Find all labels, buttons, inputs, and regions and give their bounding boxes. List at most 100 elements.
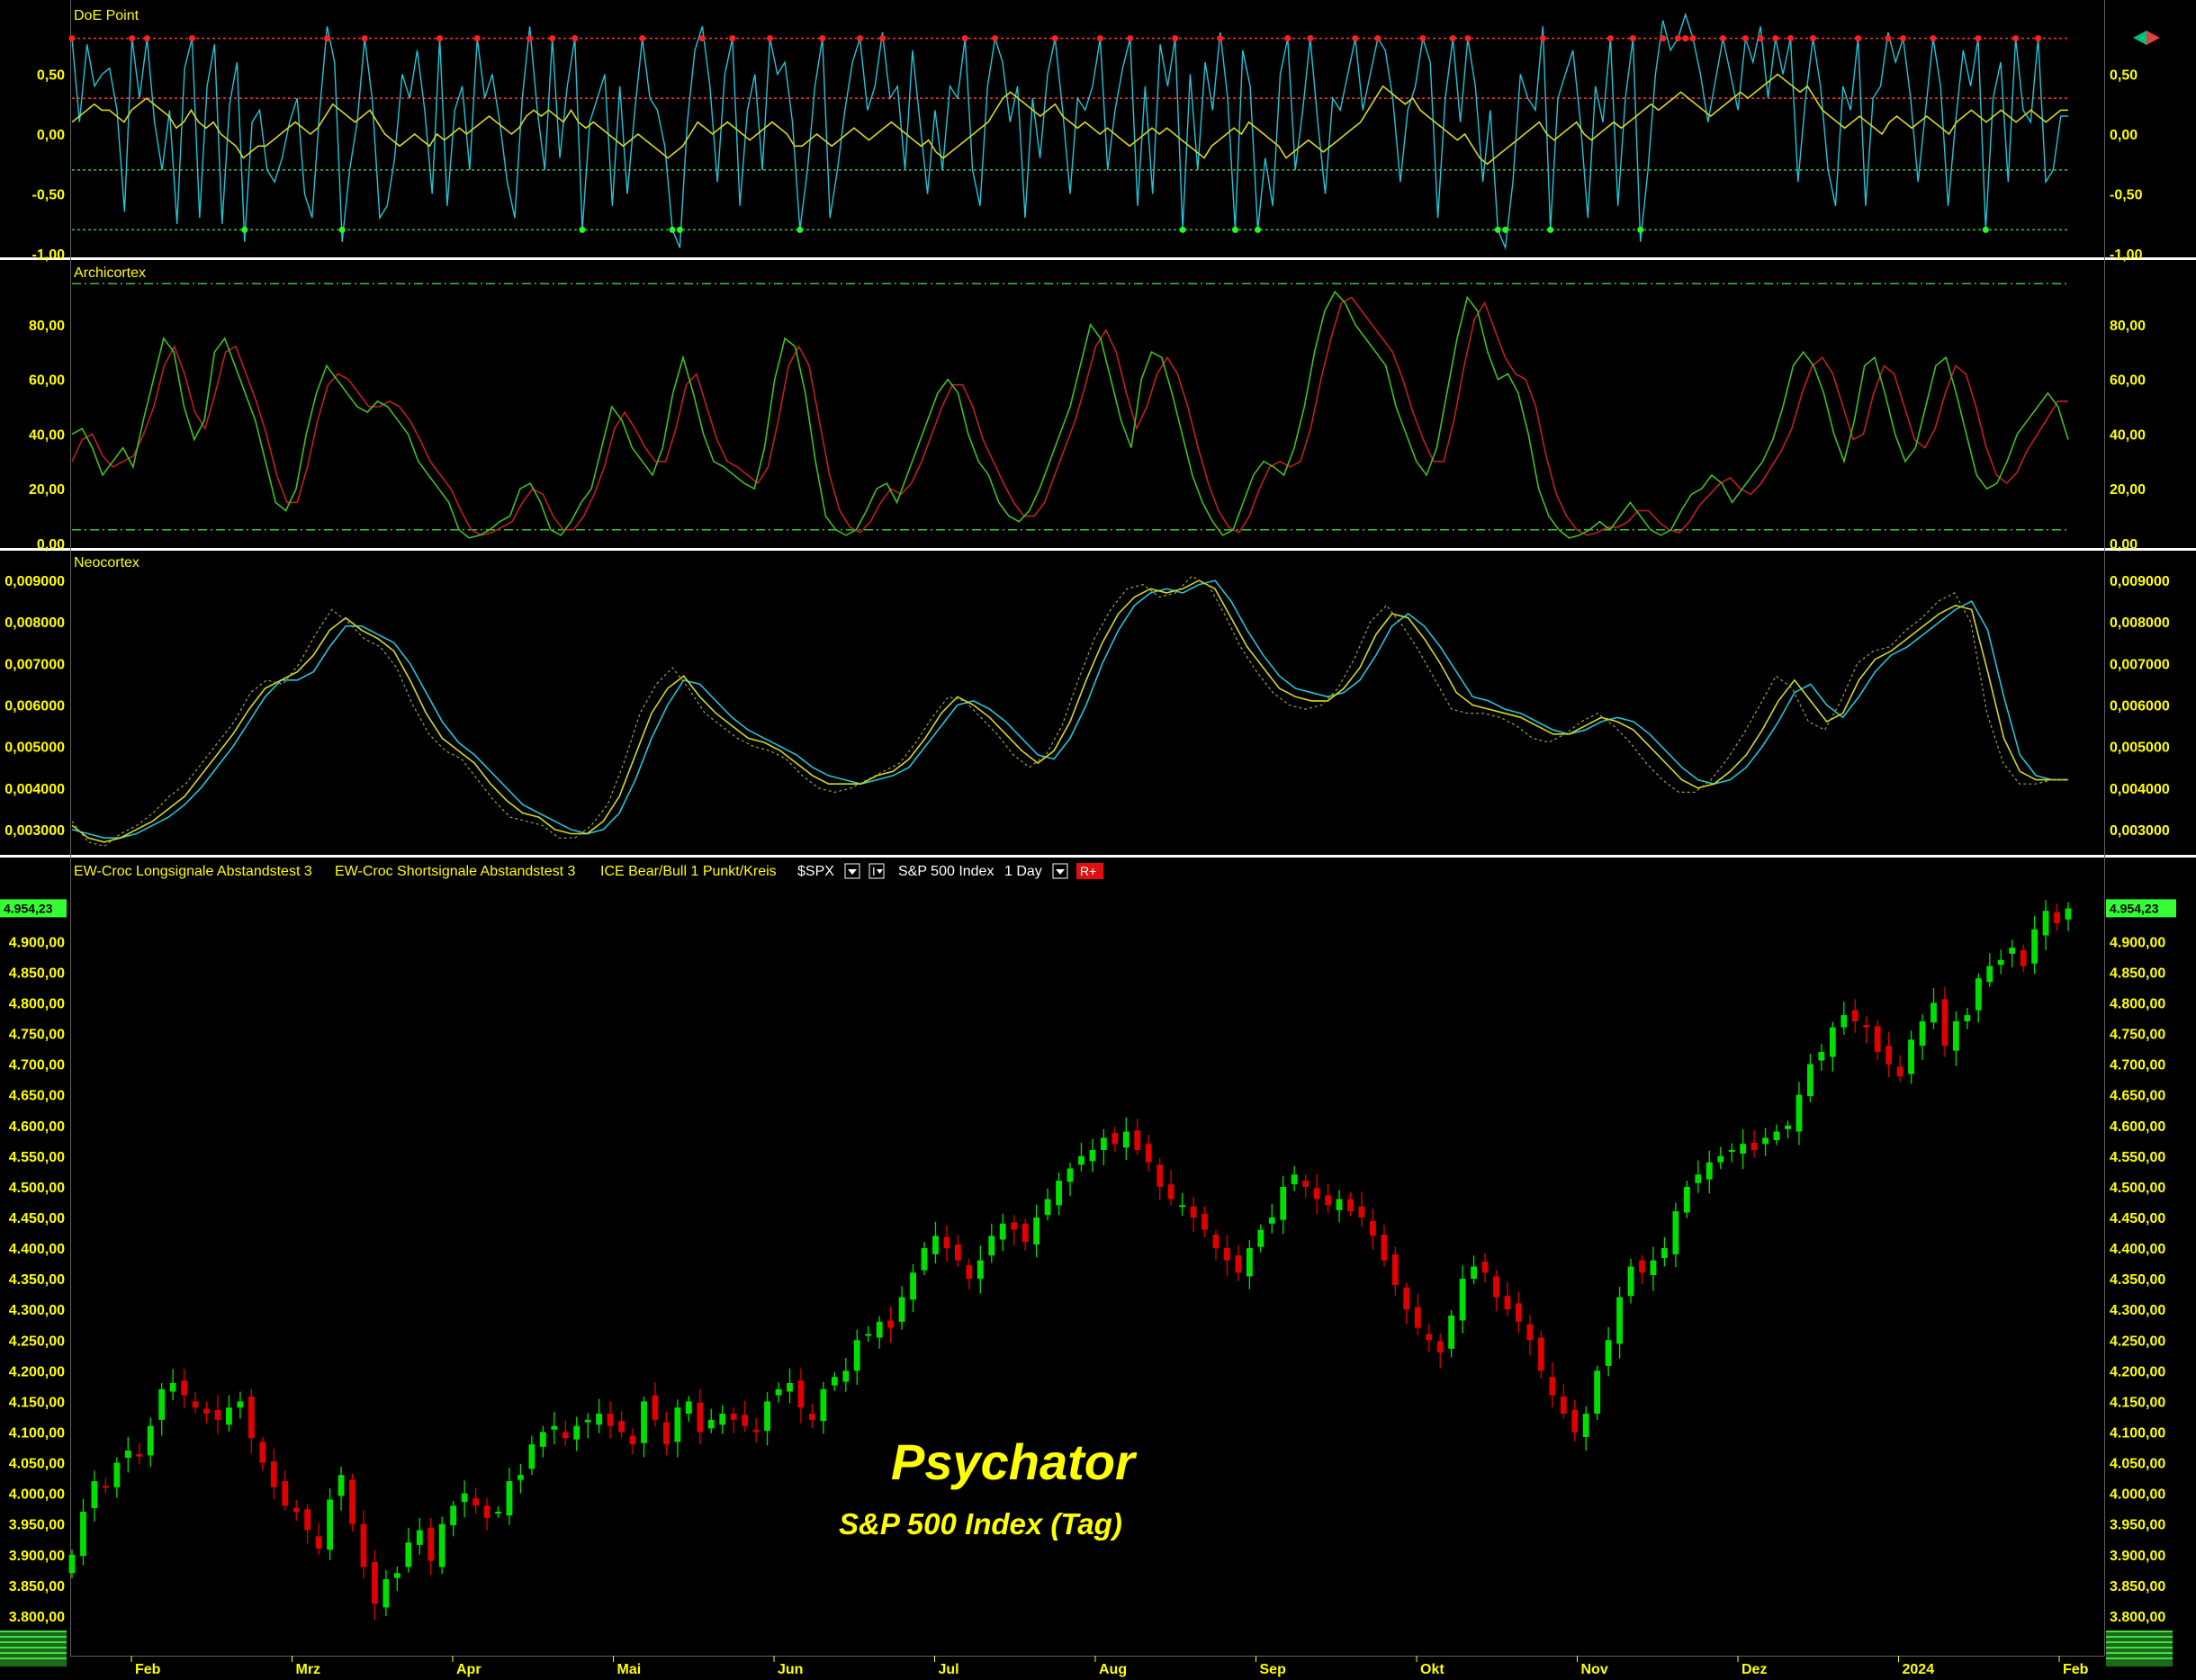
candle-up (1773, 1131, 1780, 1141)
candle-up (461, 1493, 468, 1503)
candle-down (1145, 1144, 1152, 1163)
candle-up (910, 1272, 916, 1300)
doe-point-panel (68, 12, 2068, 251)
navigation-arrows-icon[interactable] (2133, 31, 2160, 45)
candle-down (629, 1435, 636, 1445)
doe-signal-dot-red (361, 35, 368, 42)
candle-down (315, 1536, 322, 1549)
candle-up (382, 1579, 390, 1608)
doe-signal-dot-green (338, 226, 346, 233)
candle-down (203, 1408, 210, 1415)
doe-signal-dot-red (1217, 35, 1224, 42)
interval-label[interactable]: 1 Day (1004, 864, 1042, 879)
indicator-button[interactable]: I (868, 863, 885, 879)
candle-down (136, 1454, 143, 1457)
legend-short-signals[interactable]: EW-Croc Shortsignale Abstandstest 3 (335, 864, 575, 879)
candle-down (1516, 1303, 1522, 1322)
legend-ice-bear-bull[interactable]: ICE Bear/Bull 1 Punkt/Kreis (600, 864, 777, 879)
candle-up (1100, 1137, 1107, 1151)
candle-up (506, 1481, 513, 1516)
doe-signal-dot-red (1772, 35, 1779, 42)
doe-signal-dot-red (1885, 35, 1892, 42)
separator-2[interactable] (0, 548, 2196, 551)
candle-down (1426, 1334, 1433, 1341)
candle-down (1403, 1287, 1410, 1310)
price-ytick-left: 4.700,00 (9, 1058, 65, 1074)
x-tick-label: Jul (939, 1662, 959, 1677)
candle-up (999, 1223, 1006, 1240)
candle-up (147, 1425, 154, 1456)
candle-up (641, 1401, 647, 1443)
price-ytick-right: 4.200,00 (2110, 1364, 2165, 1379)
left-axis-border (70, 0, 71, 1656)
separator-1[interactable] (0, 257, 2196, 260)
neo-ytick-right: 0,006000 (2110, 699, 2170, 714)
archi-ytick-left: 20,00 (29, 482, 65, 498)
legend-long-signals[interactable]: EW-Croc Longsignale Abstandstest 3 (74, 864, 312, 879)
interval-dropdown-button[interactable] (1052, 863, 1068, 879)
candle-down (797, 1380, 805, 1408)
candle-down (372, 1561, 378, 1604)
neo-ytick-right: 0,003000 (2110, 823, 2170, 839)
doe-signal-dot-red (188, 35, 195, 42)
candle-up (719, 1414, 726, 1425)
chevron-down-icon (1056, 869, 1065, 875)
candle-down (1537, 1337, 1544, 1371)
doe-signal-dot-red (572, 35, 579, 42)
candle-down (349, 1479, 356, 1524)
candle-up (1930, 1002, 1937, 1023)
candle-down (192, 1401, 199, 1408)
candle-up (450, 1505, 457, 1526)
doe-signal-dot-red (526, 35, 534, 42)
candle-up (1661, 1248, 1668, 1258)
price-ytick-right: 4.900,00 (2110, 935, 2165, 950)
doe-signal-dot-red (473, 35, 481, 42)
doe-signal-dot-green (1637, 226, 1644, 233)
candle-up (685, 1401, 692, 1415)
doe-signal-dot-green (1547, 226, 1554, 233)
symbol-label[interactable]: $SPX (797, 864, 834, 879)
last-price-tag-right (2106, 899, 2176, 918)
candle-up (707, 1419, 715, 1429)
doe-signal-dot-red (857, 35, 864, 42)
candle-down (483, 1505, 490, 1518)
price-ytick-left: 3.950,00 (9, 1518, 65, 1533)
candle-up (1044, 1199, 1051, 1216)
candle-up (1246, 1248, 1253, 1277)
separator-3[interactable] (0, 855, 2196, 858)
candle-up (1997, 959, 2004, 966)
price-ytick-right: 4.700,00 (2110, 1058, 2165, 1074)
doe-signal-dot-red (729, 35, 736, 42)
candle-down (1526, 1324, 1534, 1341)
price-ytick-right: 4.800,00 (2110, 996, 2165, 1011)
candle-up (1829, 1027, 1836, 1057)
archicortex-red-line (71, 296, 2068, 536)
price-ytick-right: 4.550,00 (2110, 1150, 2165, 1165)
candle-down (1874, 1026, 1881, 1052)
doe-signal-dot-red (1096, 35, 1103, 42)
symbol-dropdown-button[interactable] (844, 863, 860, 879)
price-ytick-right: 4.600,00 (2110, 1119, 2165, 1135)
candle-up (2031, 929, 2038, 964)
candle-up (1291, 1174, 1298, 1185)
doe-ytick-right: 0,00 (2110, 128, 2138, 143)
doe-signal-dot-red (1464, 35, 1472, 42)
doe-signal-dot-red (961, 35, 968, 42)
candle-down (1863, 1025, 1870, 1028)
candle-up (68, 1554, 76, 1574)
neo-ytick-left: 0,006000 (4, 699, 65, 714)
r-plus-button[interactable]: R+ (1076, 863, 1103, 879)
doe-signal-dot-red (1930, 35, 1937, 42)
candle-down (954, 1244, 961, 1261)
candle-down (1414, 1307, 1421, 1328)
candle-up (898, 1297, 905, 1322)
doe-cyan-line (71, 12, 2068, 251)
archi-ytick-left: 80,00 (29, 319, 65, 334)
doe-signal-dot-red (1419, 35, 1426, 42)
price-ytick-right: 4.400,00 (2110, 1242, 2165, 1257)
candle-down (562, 1432, 569, 1439)
candle-up (787, 1382, 793, 1392)
candle-down (1549, 1377, 1556, 1396)
candle-down (1851, 1010, 1858, 1021)
